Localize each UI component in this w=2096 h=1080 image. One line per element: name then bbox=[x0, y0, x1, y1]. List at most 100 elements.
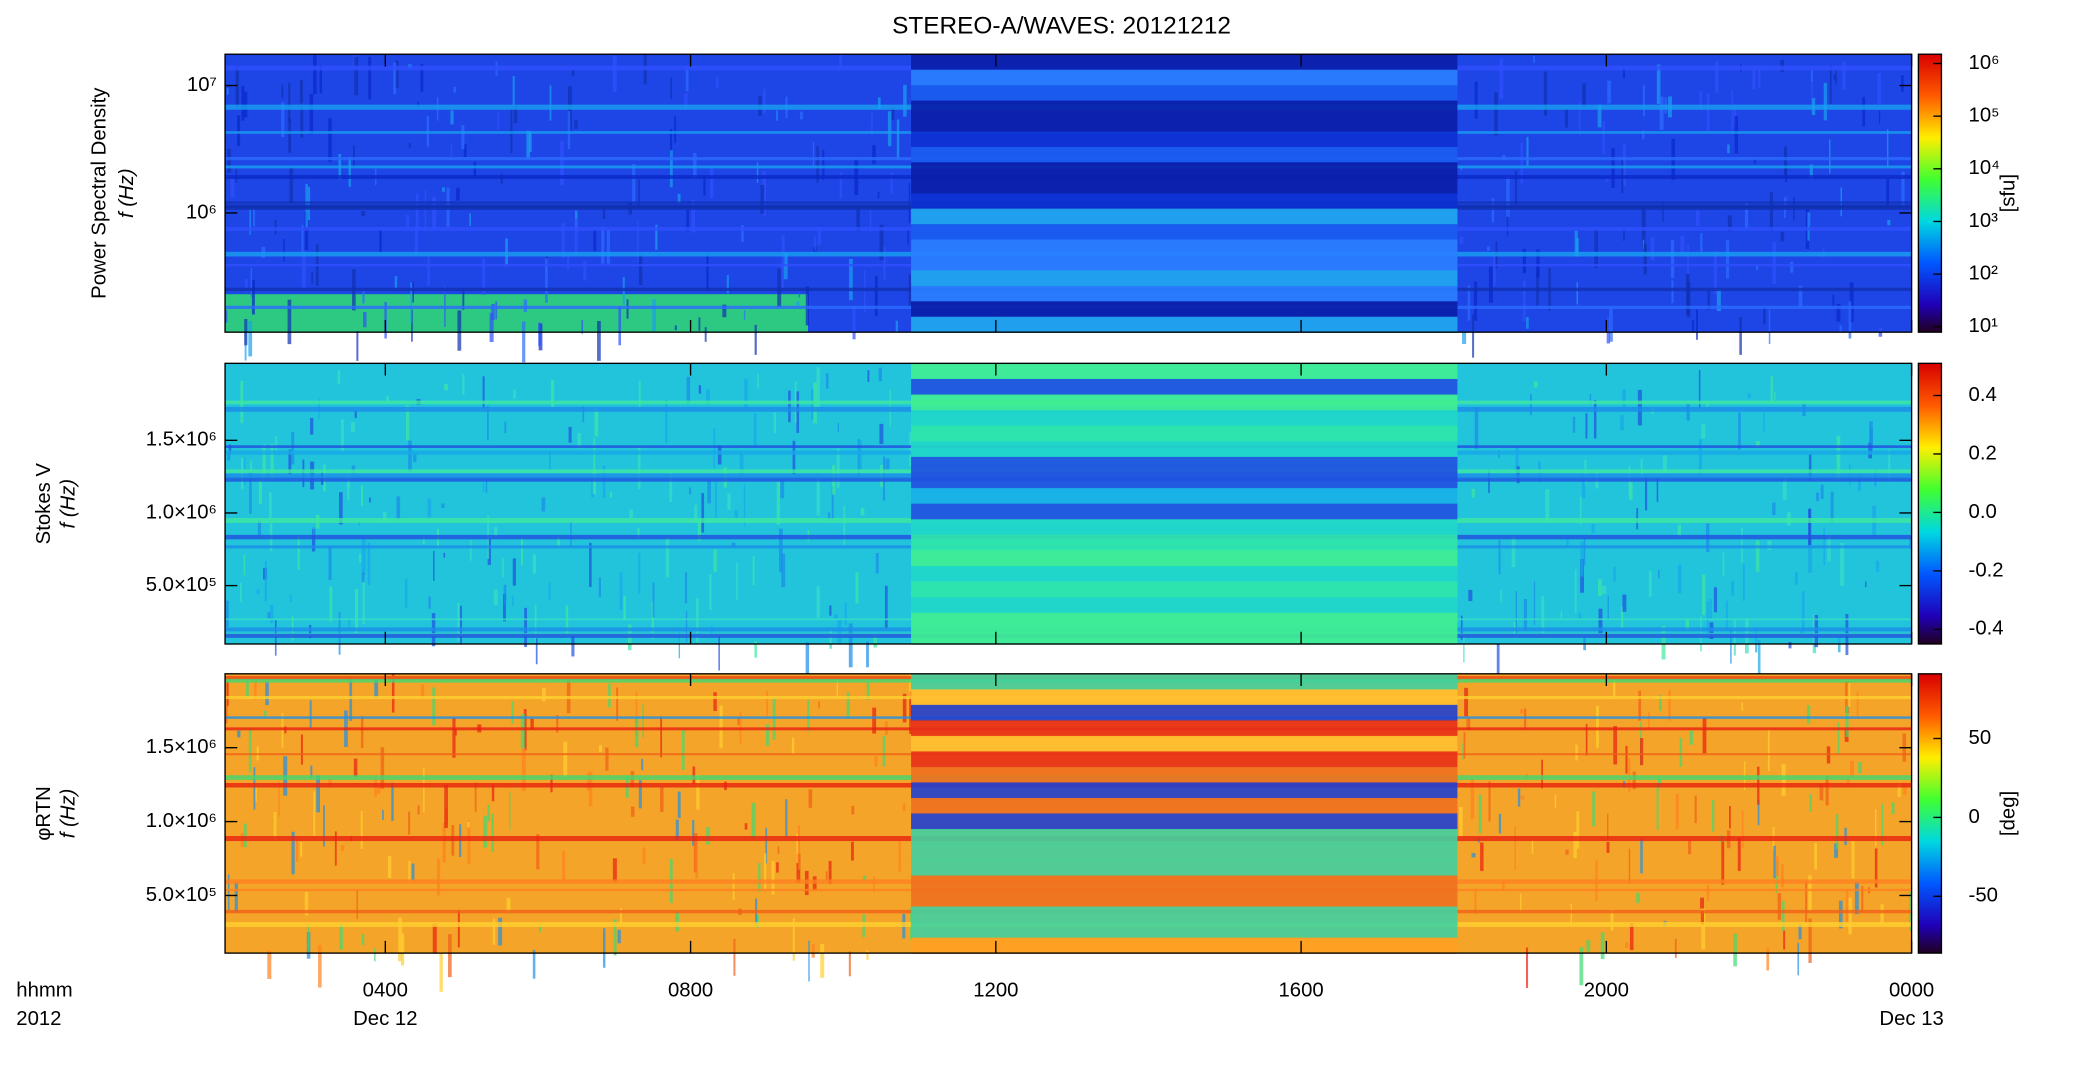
spectrogram-smooth-band bbox=[911, 456, 1458, 474]
spectrogram-streak bbox=[1770, 376, 1773, 403]
spectrogram-streak bbox=[1731, 580, 1735, 596]
spectrogram-streak bbox=[1856, 691, 1859, 719]
spectrogram-streak bbox=[1620, 606, 1624, 628]
spectrogram-smooth-band bbox=[911, 566, 1458, 583]
spectrogram-streak bbox=[491, 813, 495, 853]
spectrogram-streak bbox=[1707, 291, 1710, 310]
spectrogram-streak bbox=[363, 311, 367, 328]
spectrogram-streak bbox=[874, 756, 878, 767]
spectrogram-streak bbox=[461, 125, 465, 150]
spectrogram-streak bbox=[777, 846, 780, 854]
spectrogram-streak bbox=[709, 166, 714, 199]
spectrogram-streak bbox=[776, 481, 780, 525]
spectrogram-streak bbox=[1721, 841, 1725, 885]
spectrogram-smooth-band bbox=[911, 100, 1458, 117]
spectrogram-streak bbox=[609, 491, 613, 498]
spectrogram-streak bbox=[245, 681, 249, 698]
spectrogram-streak bbox=[1622, 389, 1626, 411]
spectrogram-streak bbox=[473, 161, 477, 177]
spectrogram-streak bbox=[528, 131, 532, 152]
spectrogram-streak bbox=[1891, 802, 1895, 815]
spectrogram-streak bbox=[1645, 476, 1648, 511]
spectrogram-streak bbox=[1755, 441, 1760, 447]
spectrogram-streak bbox=[674, 325, 677, 331]
spectrogram-streak bbox=[1578, 101, 1581, 136]
spectrogram-streak bbox=[1775, 856, 1779, 877]
spectrogram-streak bbox=[867, 370, 870, 382]
spectrogram-streak bbox=[404, 578, 408, 608]
spectrogram-streak bbox=[1606, 841, 1610, 853]
spectrogram-streak bbox=[1869, 421, 1873, 450]
plot-frame bbox=[224, 53, 1913, 333]
spectrogram-streak bbox=[453, 86, 456, 93]
spectrogram-streak bbox=[1478, 794, 1482, 834]
spectrogram-streak bbox=[1823, 82, 1828, 121]
spectrogram-streak bbox=[909, 674, 911, 697]
y-tick-label: 1.0×10⁶ bbox=[146, 501, 217, 523]
spectrogram-streak bbox=[512, 75, 515, 107]
spectrogram-streak bbox=[1702, 574, 1706, 616]
spectrogram-streak bbox=[339, 923, 343, 950]
spectrogram-smooth-band bbox=[911, 285, 1458, 302]
spectrogram-streak bbox=[709, 574, 712, 610]
spectrogram-streak bbox=[698, 385, 702, 394]
spectrogram-streak bbox=[340, 419, 344, 453]
spectrogram-streak bbox=[444, 384, 449, 391]
spectrogram-streak bbox=[275, 436, 278, 453]
x-date-label: Dec 13 bbox=[1879, 1008, 1943, 1030]
spectrogram-streak bbox=[1578, 612, 1581, 619]
spectrogram-streak bbox=[848, 951, 851, 977]
spectrogram-streak bbox=[1581, 474, 1586, 499]
spectrogram-streak bbox=[1582, 83, 1587, 108]
spectrogram-streak bbox=[1806, 705, 1811, 724]
spectrogram-streak bbox=[827, 512, 831, 522]
spectrogram-streak bbox=[1628, 848, 1631, 884]
spectrogram-streak bbox=[530, 718, 534, 729]
spectrogram-streak bbox=[532, 554, 536, 574]
spectrogram-streak bbox=[1462, 332, 1467, 345]
spectrogram-streak bbox=[1773, 845, 1776, 879]
colorbar-label: [deg] bbox=[1998, 791, 2020, 836]
spectrogram-streak bbox=[369, 497, 371, 503]
spectrogram-streak bbox=[685, 66, 689, 92]
colorbar-tick-label: 10³ bbox=[1969, 210, 1999, 232]
spectrogram-streak bbox=[504, 421, 507, 434]
spectrogram-streak bbox=[1878, 110, 1881, 124]
spectrogram-streak bbox=[874, 276, 878, 317]
spectrogram-smooth-band bbox=[911, 239, 1458, 256]
spectrogram-streak bbox=[1808, 875, 1812, 912]
spectrogram-streak bbox=[1775, 862, 1778, 893]
spectrogram-streak bbox=[1458, 807, 1463, 839]
spectrogram-streak bbox=[1733, 933, 1737, 967]
spectrogram-streak bbox=[1517, 788, 1521, 807]
spectrogram-streak bbox=[879, 224, 884, 261]
spectrogram-streak bbox=[1877, 73, 1881, 105]
spectrogram-streak bbox=[235, 65, 239, 110]
spectrogram-streak bbox=[353, 758, 358, 777]
spectrogram-streak bbox=[1868, 442, 1873, 459]
spectrogram-streak bbox=[474, 782, 477, 812]
spectrogram-streak bbox=[1903, 782, 1907, 796]
spectrogram-streak bbox=[1713, 251, 1718, 295]
spectrogram-streak bbox=[1769, 192, 1773, 231]
spectrogram-streak bbox=[642, 704, 644, 738]
spectrogram-streak bbox=[1805, 880, 1808, 923]
spectrogram-streak bbox=[571, 635, 575, 657]
spectrogram-streak bbox=[237, 115, 241, 147]
spectrogram-smooth-band bbox=[911, 891, 1458, 908]
spectrogram-streak bbox=[1499, 58, 1504, 100]
spectrogram-streak bbox=[733, 938, 736, 976]
spectrogram-streak bbox=[754, 641, 758, 658]
spectrogram-streak bbox=[297, 535, 300, 570]
spectrogram-streak bbox=[360, 811, 363, 850]
spectrogram-streak bbox=[227, 874, 230, 910]
spectrogram-band bbox=[225, 294, 809, 333]
spectrogram-streak bbox=[498, 917, 503, 946]
spectrogram-streak bbox=[251, 279, 255, 315]
plot-frame bbox=[224, 362, 1913, 645]
spectrogram-streak bbox=[719, 705, 723, 749]
spectrogram-streak bbox=[582, 406, 585, 423]
spectrogram-streak bbox=[665, 537, 670, 578]
spectrogram-streak bbox=[482, 482, 485, 492]
spectrogram-streak bbox=[816, 477, 820, 516]
